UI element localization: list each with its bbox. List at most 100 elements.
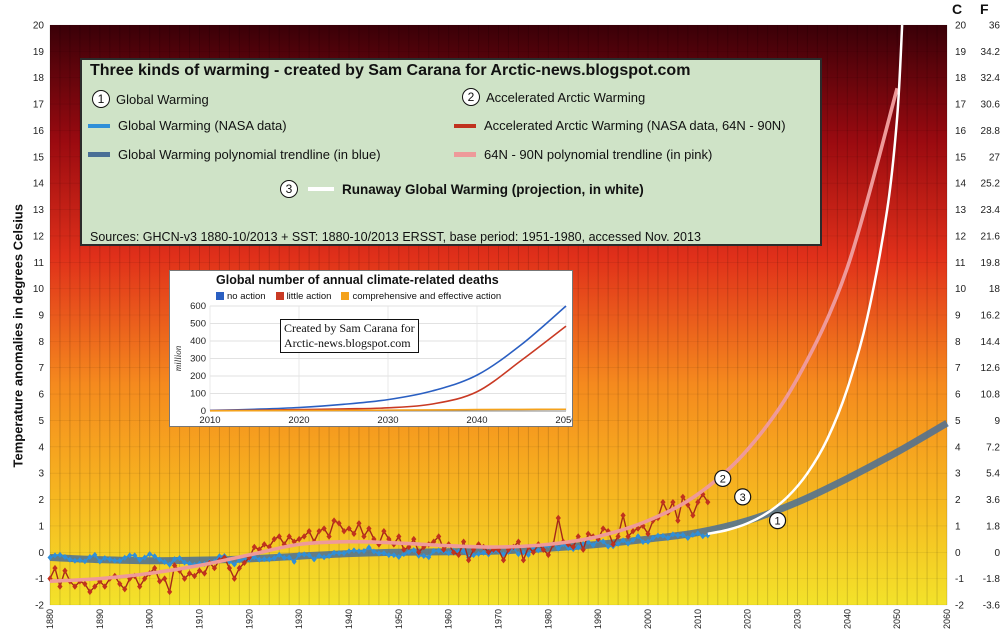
x-tick-label: 2010 [693, 609, 703, 629]
nasa-global-point [615, 540, 621, 547]
nasa-arctic-point [515, 538, 522, 545]
nasa-global-point [231, 561, 237, 568]
inset-y-tick: 200 [190, 371, 206, 382]
nasa-global-point [132, 552, 138, 559]
legend-item-arctic-trend: 64N - 90N polynomial trendline (in pink) [454, 147, 712, 162]
right-y-tick-f: 21.6 [981, 231, 1001, 242]
inset-legend-label: no action [227, 291, 266, 302]
nasa-global-point [97, 558, 103, 565]
nasa-arctic-point [167, 588, 173, 596]
annotation-marker: 1 [768, 512, 787, 530]
nasa-arctic-point [520, 556, 527, 564]
y-tick-label: 1 [38, 521, 44, 532]
nasa-arctic-point [680, 493, 686, 501]
nasa-global-point [341, 550, 347, 557]
nasa-arctic-point [296, 535, 302, 543]
nasa-arctic-point [695, 498, 701, 506]
nasa-global-point [216, 553, 222, 560]
y-tick-label: 8 [38, 337, 44, 348]
right-y-tick-f: 16.2 [981, 311, 1001, 322]
nasa-global-point [182, 559, 188, 566]
right-y-tick-c: 3 [955, 469, 961, 480]
nasa-global-point [675, 532, 681, 539]
nasa-global-point [281, 554, 287, 561]
nasa-arctic-point [436, 533, 442, 540]
nasa-global-point [326, 552, 332, 559]
nasa-arctic-point [241, 559, 247, 567]
right-y-tick-c: 2 [955, 495, 961, 506]
nasa-arctic-point [181, 575, 188, 582]
right-y-ticks-f: -3.6 -1.8 0 1.8 3.6 5.4 7.2 9 10.8 12.6 14.4 16.2 18… [981, 21, 1001, 612]
inset-y-tick: 600 [190, 301, 206, 312]
nasa-arctic-point [336, 520, 342, 527]
nasa-arctic-point [186, 570, 193, 577]
nasa-arctic-point [660, 498, 666, 506]
y-tick-label: 6 [38, 390, 44, 401]
nasa-global-point [535, 547, 541, 554]
nasa-global-point [525, 551, 531, 558]
right-axis-unit-c: C [952, 1, 963, 17]
right-y-tick-c: 15 [955, 152, 967, 163]
nasa-global-point [102, 555, 108, 562]
nasa-arctic-point [555, 514, 561, 522]
right-y-tick-f: 0 [994, 548, 1000, 559]
nasa-arctic-point [640, 522, 646, 530]
nasa-arctic-point [620, 512, 626, 519]
nasa-arctic-point [705, 498, 711, 506]
nasa-arctic-point [580, 546, 586, 553]
nasa-arctic-point [52, 564, 58, 572]
nasa-global-point [411, 547, 417, 554]
y-axis-label: Temperature anomalies in degrees Celsius [10, 204, 26, 468]
inset-y-label: million [173, 345, 183, 371]
nasa-arctic-point [381, 527, 387, 535]
legend-label: Global Warming (NASA data) [118, 118, 287, 133]
nasa-global-point [276, 551, 282, 558]
right-y-tick-c: 20 [955, 21, 967, 32]
nasa-global-point [695, 530, 701, 537]
nasa-global-point [396, 554, 402, 561]
nasa-arctic-point [396, 533, 402, 540]
nasa-arctic-point [351, 530, 357, 538]
nasa-arctic-point [670, 498, 676, 506]
right-y-tick-c: 5 [955, 416, 961, 427]
x-tick-label: 1970 [494, 609, 504, 629]
nasa-global-point [670, 531, 676, 538]
nasa-arctic-point [301, 533, 307, 540]
y-tick-label: 18 [33, 73, 45, 84]
x-tick-label: 1950 [394, 609, 404, 629]
y-tick-label: -1 [35, 574, 44, 585]
legend-label: 64N - 90N polynomial trendline (in pink) [484, 147, 713, 162]
annotation-marker: 3 [734, 488, 752, 506]
nasa-arctic-point [500, 556, 507, 564]
nasa-global-point [122, 554, 128, 561]
nasa-arctic-point [690, 512, 696, 519]
nasa-global-point [172, 556, 178, 563]
nasa-global-point [152, 553, 158, 560]
nasa-global-point [62, 554, 68, 561]
legend-label: Global Warming polynomial trendline (in … [118, 147, 381, 162]
nasa-global-point [391, 552, 397, 559]
credit-line-1: Created by Sam Carana for [284, 321, 415, 335]
nasa-global-point [685, 535, 691, 542]
inset-y-tick: 300 [190, 354, 206, 365]
nasa-global-point [291, 558, 297, 565]
right-y-tick-f: 30.6 [981, 100, 1001, 111]
nasa-global-point [157, 556, 163, 563]
nasa-arctic-point [610, 541, 616, 548]
nasa-global-point [256, 556, 262, 563]
right-y-tick-f: 27 [989, 152, 1001, 163]
nasa-global-point [107, 556, 113, 563]
nasa-global-point [82, 558, 88, 565]
nasa-global-point [67, 556, 73, 563]
nasa-arctic-point [62, 567, 68, 574]
nasa-arctic-point [196, 567, 203, 574]
nasa-arctic-point [82, 580, 88, 588]
nasa-arctic-point [137, 583, 143, 590]
legend-box: Three kinds of warming - created by Sam … [80, 58, 822, 246]
inset-title: Global number of annual climate-related … [216, 273, 499, 287]
nasa-global-point [112, 557, 118, 564]
nasa-global-point [351, 547, 357, 554]
right-y-tick-c: 0 [955, 548, 961, 559]
x-tick-label: 2000 [643, 609, 653, 629]
